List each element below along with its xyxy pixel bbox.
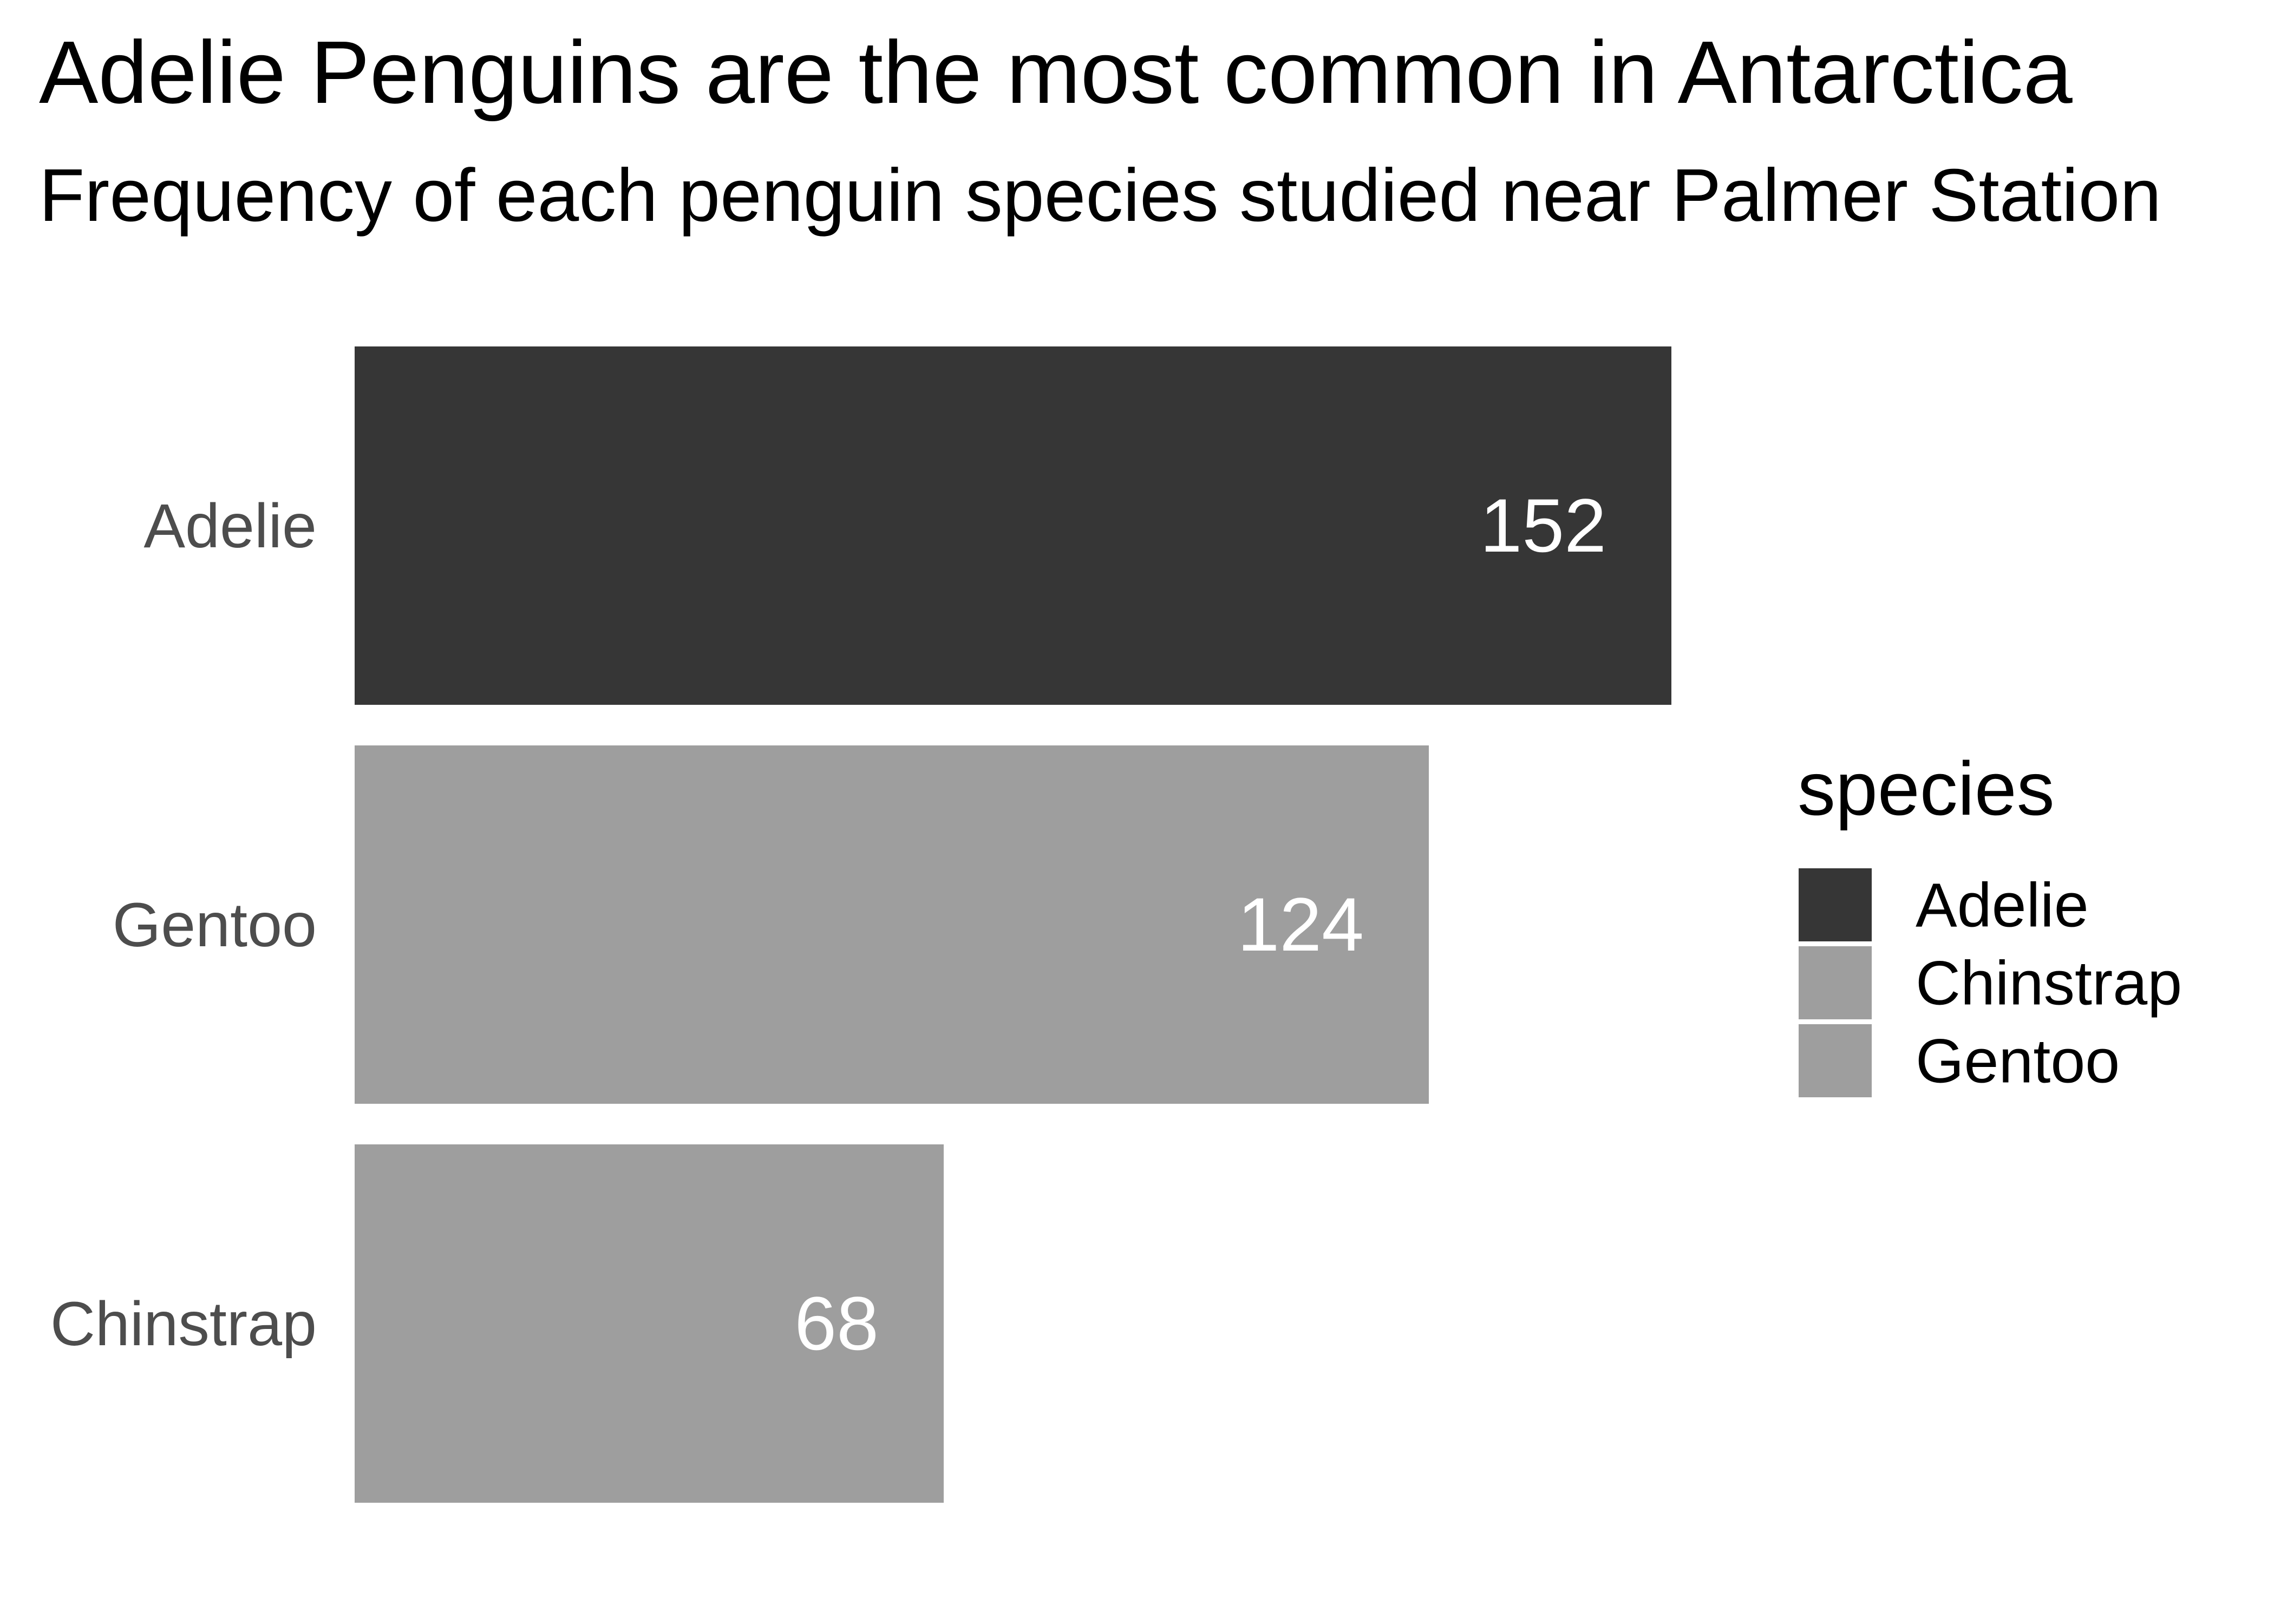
legend-label: Gentoo bbox=[1916, 1027, 2120, 1096]
category-tick-label: Gentoo bbox=[113, 890, 317, 960]
legend-key-chinstrap bbox=[1799, 946, 1872, 1019]
data-label: 152 bbox=[1480, 483, 1606, 568]
legend-label: Adelie bbox=[1916, 871, 2089, 940]
plot-area: Adelie 152 Gentoo 124 Chinstrap 68 bbox=[50, 346, 1671, 1503]
legend-key-adelie bbox=[1799, 868, 1872, 941]
bar-chinstrap bbox=[355, 1144, 944, 1503]
bar-adelie bbox=[355, 346, 1671, 705]
data-label: 124 bbox=[1237, 882, 1364, 967]
chart-title: Adelie Penguins are the most common in A… bbox=[39, 23, 2073, 122]
bar-gentoo bbox=[355, 745, 1429, 1104]
legend-label: Chinstrap bbox=[1916, 949, 2182, 1018]
legend-key-gentoo bbox=[1799, 1024, 1872, 1097]
legend-title: species bbox=[1798, 746, 2055, 831]
data-label: 68 bbox=[794, 1281, 879, 1366]
legend-items: Adelie Chinstrap Gentoo bbox=[1799, 868, 2182, 1097]
chart-subtitle: Frequency of each penguin species studie… bbox=[39, 154, 2161, 237]
category-tick-label: Adelie bbox=[143, 492, 317, 561]
legend: species Adelie Chinstrap Gentoo bbox=[1798, 746, 2182, 1097]
category-tick-label: Chinstrap bbox=[50, 1289, 317, 1359]
